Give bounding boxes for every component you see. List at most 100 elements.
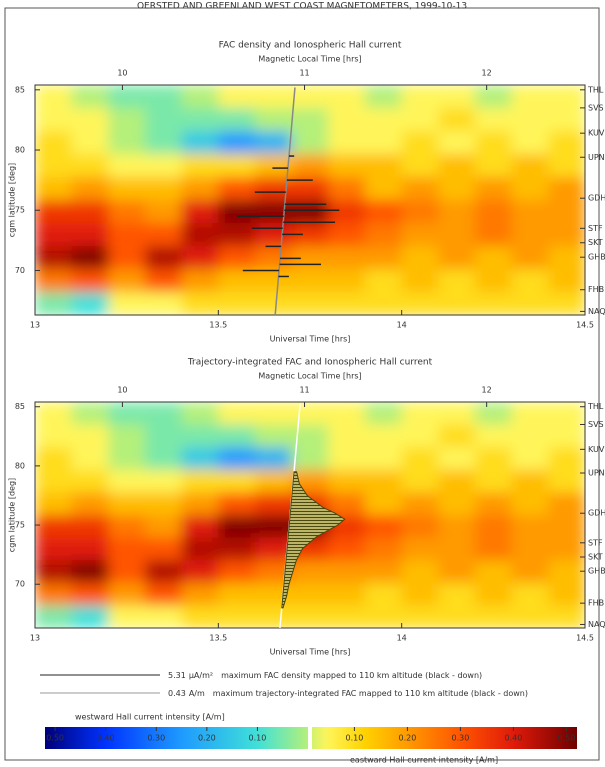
heatmap-cell xyxy=(328,560,365,583)
heatmap-cell xyxy=(72,108,109,132)
heatmap-cell xyxy=(402,154,439,178)
y2-tick-label: FHB xyxy=(588,285,604,294)
heatmap-cell xyxy=(548,154,585,178)
heatmap-cell xyxy=(108,177,145,201)
heatmap-cell xyxy=(548,583,585,606)
heatmap-cell xyxy=(255,269,292,293)
heatmap-cell xyxy=(548,200,585,224)
heatmap-cell xyxy=(35,108,72,132)
heatmap-cell xyxy=(72,538,109,561)
colorbar-tick-label: 0.10 xyxy=(345,734,363,743)
heatmap-cell xyxy=(218,515,255,538)
colorbar-tick-label: 0.40 xyxy=(504,734,522,743)
heatmap-cell xyxy=(548,402,585,425)
heatmap-cell xyxy=(438,425,475,448)
heatmap-cell xyxy=(182,223,219,247)
figure-title: OERSTED AND GREENLAND WEST COAST MAGNETO… xyxy=(137,2,467,12)
heatmap-cell xyxy=(292,560,329,583)
heatmap-cell xyxy=(438,85,475,109)
heatmap-cell xyxy=(475,538,512,561)
heatmap-cell xyxy=(365,131,402,155)
heatmap-cell xyxy=(218,85,255,109)
heatmap-cell xyxy=(475,515,512,538)
heatmap-cell xyxy=(108,292,145,316)
heatmap-cell xyxy=(182,605,219,628)
colorbar-tick-label: 0.30 xyxy=(147,734,165,743)
heatmap-cell xyxy=(402,269,439,293)
heatmap-cell xyxy=(108,269,145,293)
heatmap-cell xyxy=(548,85,585,109)
heatmap-cell xyxy=(475,292,512,316)
heatmap-cell xyxy=(145,447,182,470)
heatmap-cell xyxy=(182,108,219,132)
heatmap-cell xyxy=(35,177,72,201)
heatmap-cell xyxy=(328,246,365,270)
heatmap-cell xyxy=(402,425,439,448)
heatmap-cell xyxy=(512,605,549,628)
heatmap-cell xyxy=(548,246,585,270)
heatmap-cell xyxy=(475,425,512,448)
heatmap-cell xyxy=(328,200,365,224)
y-tick-label: 85 xyxy=(15,85,25,94)
heatmap-cell xyxy=(145,402,182,425)
heatmap-cell xyxy=(512,560,549,583)
y2-tick-label: SVS xyxy=(588,103,604,112)
y-tick-label: 75 xyxy=(15,206,25,215)
heatmap-cell xyxy=(145,583,182,606)
heatmap-cell xyxy=(35,402,72,425)
heatmap-cell xyxy=(218,131,255,155)
y2-tick-label: GDH xyxy=(588,509,605,518)
heatmap-cell xyxy=(35,223,72,247)
heatmap-cell xyxy=(512,538,549,561)
heatmap-cell xyxy=(255,85,292,109)
y2-tick-label: THL xyxy=(587,85,604,94)
heatmap-cell xyxy=(548,447,585,470)
heatmap-cell xyxy=(328,154,365,178)
heatmap-cell xyxy=(328,85,365,109)
heatmap-cell xyxy=(548,292,585,316)
x2-tick-label: 10 xyxy=(117,386,127,395)
heatmap-cell xyxy=(475,470,512,493)
heatmap-cell xyxy=(218,425,255,448)
heatmap-cell xyxy=(365,425,402,448)
heatmap-cell xyxy=(292,583,329,606)
heatmap-cell xyxy=(35,447,72,470)
heatmap-cell xyxy=(548,560,585,583)
heatmap xyxy=(35,85,586,316)
heatmap-cell xyxy=(475,402,512,425)
y2-tick-label: SKT xyxy=(588,553,603,562)
heatmap-cell xyxy=(365,605,402,628)
y2-tick-label: NAQ xyxy=(588,307,605,316)
heatmap-cell xyxy=(145,605,182,628)
colorbar-tick-label: 0.30 xyxy=(451,734,469,743)
heatmap-cell xyxy=(182,154,219,178)
heatmap-cell xyxy=(475,447,512,470)
heatmap-cell xyxy=(108,425,145,448)
heatmap-cell xyxy=(108,538,145,561)
x-tick-label: 13 xyxy=(30,634,40,643)
heatmap-cell xyxy=(475,560,512,583)
heatmap-cell xyxy=(512,131,549,155)
heatmap-cell xyxy=(512,223,549,247)
heatmap-cell xyxy=(218,560,255,583)
heatmap-cell xyxy=(402,85,439,109)
heatmap-cell xyxy=(548,177,585,201)
heatmap-cell xyxy=(328,292,365,316)
heatmap-cell xyxy=(72,605,109,628)
heatmap-cell xyxy=(35,515,72,538)
heatmap-cell xyxy=(438,246,475,270)
heatmap-cell xyxy=(72,85,109,109)
panel-title: FAC density and Ionospheric Hall current xyxy=(219,41,402,51)
heatmap-cell xyxy=(512,200,549,224)
heatmap-cell xyxy=(72,200,109,224)
heatmap-cell xyxy=(292,154,329,178)
y-tick-label: 80 xyxy=(15,461,25,470)
heatmap-cell xyxy=(292,447,329,470)
heatmap-cell xyxy=(512,154,549,178)
heatmap-cell xyxy=(108,447,145,470)
heatmap-cell xyxy=(72,470,109,493)
y-tick-label: 80 xyxy=(15,146,25,155)
heatmap-cell xyxy=(255,605,292,628)
heatmap-cell xyxy=(72,246,109,270)
